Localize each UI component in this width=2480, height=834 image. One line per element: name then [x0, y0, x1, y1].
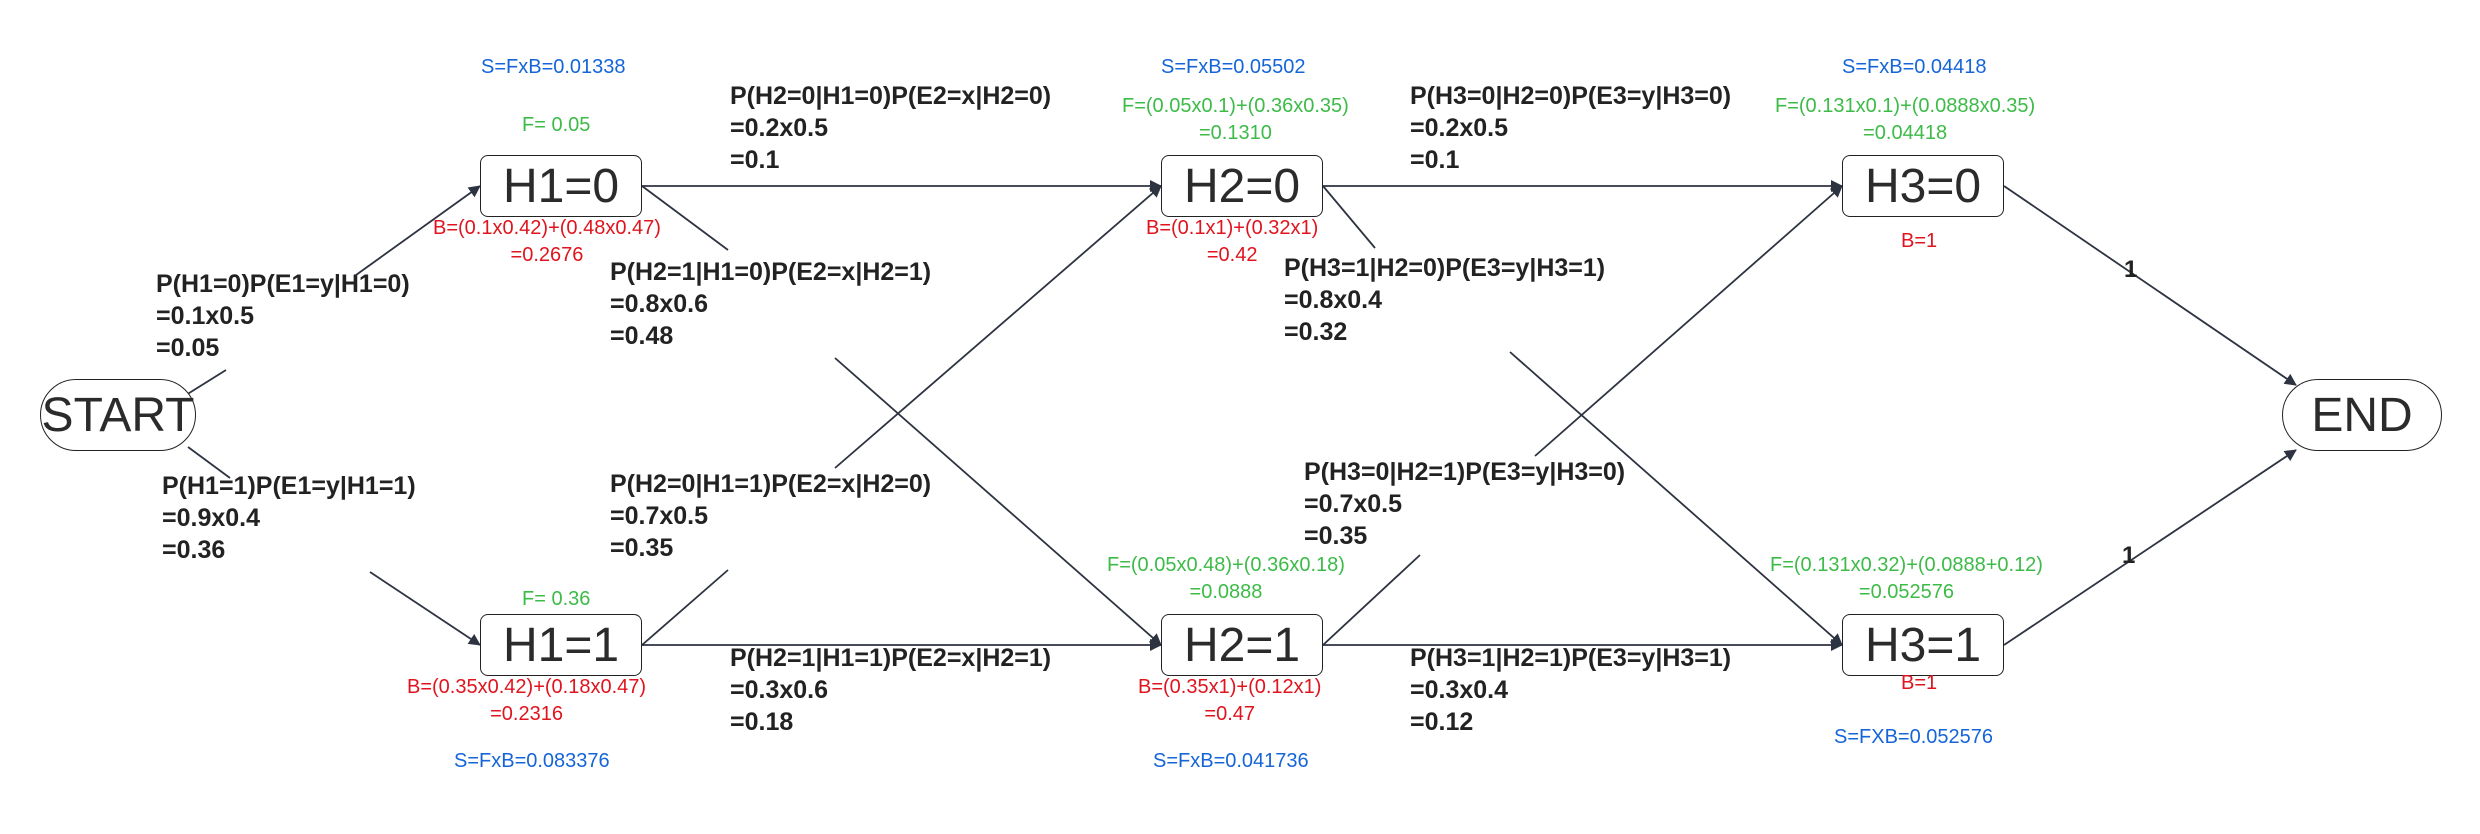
edge-h2-0-h3-1 — [1322, 185, 1376, 249]
forward-h2-0: F=(0.05x0.1)+(0.36x0.35) =0.1310 — [1122, 95, 1349, 144]
transition-h1-0-h2-0: P(H2=0|H1=0)P(E2=x|H2=0) =0.2x0.5 =0.1 — [730, 82, 1052, 174]
edge-h1-0-h2-1-tail — [834, 357, 1162, 646]
edge-h3-1-end — [2003, 449, 2297, 646]
score-h3-0: S=FxB=0.04418 — [1842, 56, 1987, 78]
node-h1-1: H1=1 — [480, 614, 642, 676]
backward-h3-0: B=1 — [1901, 230, 1938, 252]
transition-h1-1-h2-0: P(H2=0|H1=1)P(E2=x|H2=0) =0.7x0.5 =0.35 — [610, 470, 932, 562]
start-node: START — [40, 379, 196, 451]
edge-h1-1-h2-0-tail — [834, 185, 1162, 469]
forward-h1-1: F= 0.36 — [522, 588, 591, 610]
score-h2-1: S=FxB=0.041736 — [1153, 750, 1309, 772]
node-h1-0: H1=0 — [480, 155, 642, 217]
forward-h2-1: F=(0.05x0.48)+(0.36x0.18) =0.0888 — [1107, 554, 1345, 603]
transition-h2-0-h3-0: P(H3=0|H2=0)P(E3=y|H3=0) =0.2x0.5 =0.1 — [1410, 82, 1732, 174]
edge-h3-0-end — [2003, 185, 2297, 386]
transition-h2-1-h3-1: P(H3=1|H2=1)P(E3=y|H3=1) =0.3x0.4 =0.12 — [1410, 644, 1732, 736]
transition-h3-0-end: 1 — [2124, 256, 2138, 283]
edge-h2-0-h3-1-tail — [1509, 351, 1843, 646]
transition-start-h1-1: P(H1=1)P(E1=y|H1=1) =0.9x0.4 =0.36 — [162, 472, 416, 564]
backward-h1-1: B=(0.35x0.42)+(0.18x0.47) =0.2316 — [407, 676, 647, 725]
edge-h1-0-h2-1 — [641, 185, 729, 251]
node-h3-1: H3=1 — [1842, 614, 2004, 676]
edge-h1-1-h2-0 — [641, 569, 729, 646]
edge-h2-1-h3-0-tail — [1534, 185, 1843, 457]
node-h2-1: H2=1 — [1161, 614, 1323, 676]
end-node: END — [2282, 379, 2442, 451]
transition-h1-0-h2-1: P(H2=1|H1=0)P(E2=x|H2=1) =0.8x0.6 =0.48 — [610, 258, 932, 350]
transition-h2-0-h3-1: P(H3=1|H2=0)P(E3=y|H3=1) =0.8x0.4 =0.32 — [1284, 254, 1606, 346]
score-h3-1: S=FXB=0.052576 — [1834, 726, 1994, 748]
edge-start-h1-1-tail — [369, 571, 481, 646]
edge-start-h1-0-tail — [355, 185, 481, 276]
edge-start-h1-1 — [187, 446, 231, 479]
edge-h2-1-h3-0 — [1322, 554, 1421, 646]
transition-start-h1-0: P(H1=0)P(E1=y|H1=0) =0.1x0.5 =0.05 — [156, 270, 410, 362]
node-h3-0: H3=0 — [1842, 155, 2004, 217]
transition-h2-1-h3-0: P(H3=0|H2=1)P(E3=y|H3=0) =0.7x0.5 =0.35 — [1304, 458, 1626, 550]
backward-h3-1: B=1 — [1901, 672, 1938, 694]
forward-h3-1: F=(0.131x0.32)+(0.0888+0.12) =0.052576 — [1770, 554, 2043, 603]
forward-h3-0: F=(0.131x0.1)+(0.0888x0.35) =0.04418 — [1775, 95, 2036, 144]
backward-h2-1: B=(0.35x1)+(0.12x1) =0.47 — [1138, 676, 1322, 725]
node-h2-0: H2=0 — [1161, 155, 1323, 217]
score-h1-1: S=FxB=0.083376 — [454, 750, 610, 772]
forward-h1-0: F= 0.05 — [522, 114, 591, 136]
score-h1-0: S=FxB=0.01338 — [481, 56, 626, 78]
score-h2-0: S=FxB=0.05502 — [1161, 56, 1306, 78]
backward-h2-0: B=(0.1x1)+(0.32x1) =0.42 — [1146, 217, 1319, 266]
transition-h3-1-end: 1 — [2122, 542, 2136, 569]
transition-h1-1-h2-1: P(H2=1|H1=1)P(E2=x|H2=1) =0.3x0.6 =0.18 — [730, 644, 1052, 736]
backward-h1-0: B=(0.1x0.42)+(0.48x0.47) =0.2676 — [433, 217, 661, 266]
